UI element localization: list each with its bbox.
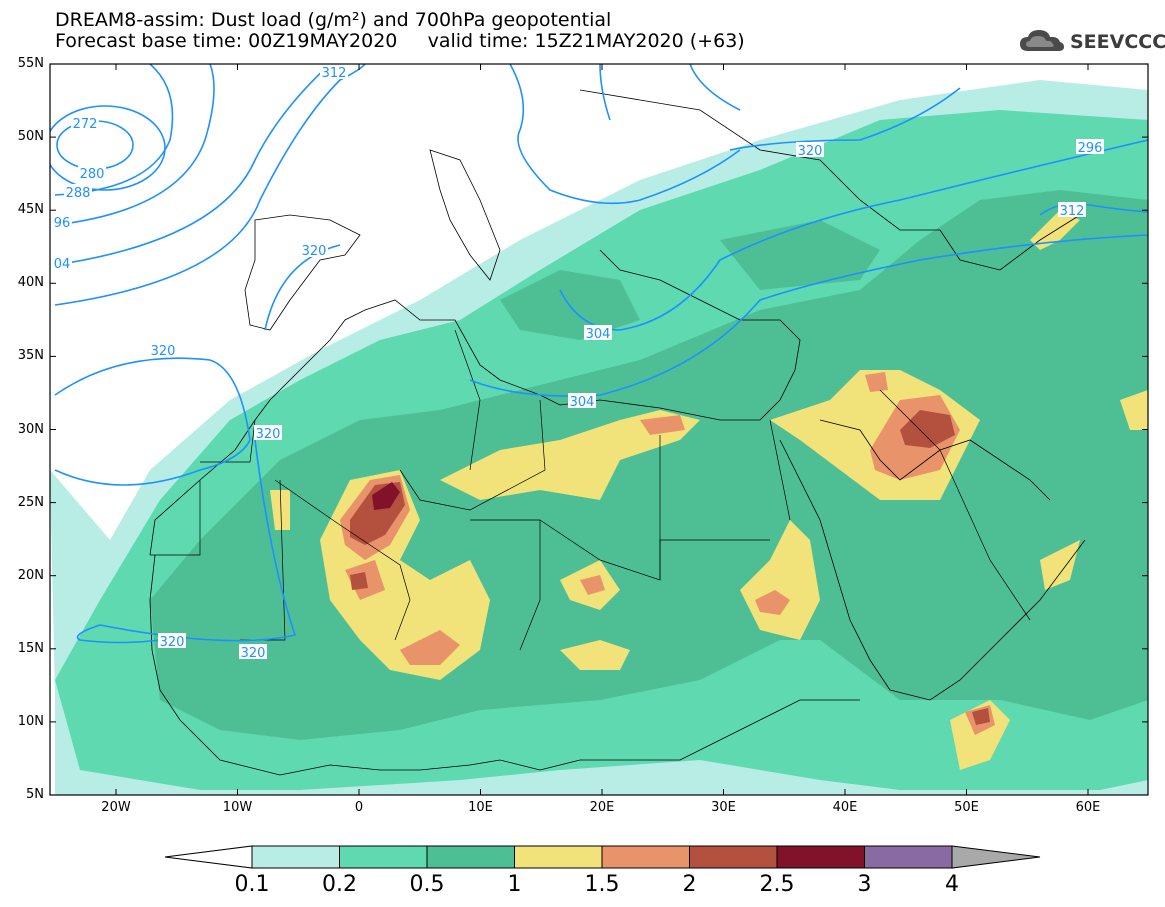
latitude-label: 25N bbox=[17, 494, 44, 510]
contour-label: 272 bbox=[73, 117, 98, 132]
longitude-label: 20E bbox=[589, 800, 615, 815]
latitude-label: 55N bbox=[17, 56, 44, 71]
dust-field-2.5 bbox=[372, 482, 400, 510]
longitude-label: 0 bbox=[354, 800, 364, 815]
contour-label-bg bbox=[78, 165, 106, 180]
contour-label-bg bbox=[1058, 202, 1086, 217]
contour-label: 320 bbox=[256, 427, 281, 442]
colorbar-label: 2 bbox=[682, 872, 697, 897]
longitude-label: 20W bbox=[101, 800, 131, 815]
latitude-label: 5N bbox=[26, 787, 44, 802]
latitude-label: 50N bbox=[17, 129, 44, 145]
longitude-label: 10E bbox=[468, 800, 493, 815]
contour-label: 04 bbox=[54, 257, 71, 272]
contour-label: 320 bbox=[151, 344, 176, 359]
contour-label: 280 bbox=[80, 167, 105, 182]
contour-label: 288 bbox=[66, 186, 91, 201]
colorbar-label: 2.5 bbox=[759, 872, 795, 897]
contour-label: 312 bbox=[322, 66, 347, 81]
colorbar-label: 1 bbox=[507, 872, 522, 897]
map-title: DREAM8-assim: Dust load (g/m²) and 700hP… bbox=[55, 9, 612, 31]
latitude-label: 20N bbox=[17, 567, 44, 583]
contour-label-bg bbox=[796, 142, 824, 157]
contour-label: 296 bbox=[1078, 141, 1103, 156]
colorbar-label: 0.1 bbox=[234, 872, 270, 897]
contour-label-bg bbox=[149, 342, 177, 357]
contour-label: 312 bbox=[1060, 204, 1085, 219]
longitude-label: 60E bbox=[1075, 800, 1101, 815]
contour-label: 320 bbox=[241, 646, 266, 661]
coastlines bbox=[149, 89, 1086, 776]
contour-label: 96 bbox=[54, 216, 71, 231]
logo-text: SEEVCCC bbox=[1070, 31, 1165, 53]
contour-label-bg bbox=[568, 393, 596, 408]
longitude-label: 40E bbox=[832, 800, 858, 815]
contour-label-bg bbox=[158, 633, 186, 648]
colorbar-label: 0.5 bbox=[409, 872, 445, 897]
contour-label: 304 bbox=[586, 327, 611, 342]
longitude-label: 30E bbox=[711, 800, 736, 815]
colorbar-label: 3 bbox=[857, 872, 872, 897]
contour-label: 320 bbox=[798, 144, 823, 159]
contour-label-bg bbox=[239, 644, 267, 659]
contour-label-bg bbox=[52, 255, 72, 270]
longitude-label: 10W bbox=[222, 800, 253, 815]
contour-label-bg bbox=[52, 214, 72, 229]
contour-label-bg bbox=[64, 184, 92, 199]
colorbar-label: 0.2 bbox=[322, 872, 357, 897]
contour-label: 304 bbox=[570, 395, 595, 410]
latitude-label: 45N bbox=[17, 202, 44, 218]
axis-ticks bbox=[50, 63, 1148, 796]
contour-label-bg bbox=[584, 325, 612, 340]
latitude-label: 10N bbox=[17, 713, 44, 729]
contour-label-bg bbox=[300, 242, 328, 257]
contour-label-bg bbox=[320, 64, 348, 79]
latitude-label: 40N bbox=[17, 275, 44, 291]
latitude-label: 30N bbox=[17, 421, 44, 437]
forecast-time-line: Forecast base time: 00Z19MAY2020 valid t… bbox=[55, 30, 745, 52]
latitude-label: 15N bbox=[17, 640, 44, 656]
contour-label-bg bbox=[254, 425, 282, 440]
longitude-label: 50E bbox=[954, 800, 979, 815]
contour-label-bg bbox=[1076, 139, 1104, 154]
cloud-icon bbox=[1020, 30, 1064, 51]
contour-label-bg bbox=[71, 115, 99, 130]
colorbar-label: 4 bbox=[945, 872, 959, 897]
contour-labels: 272 280 288 96 04 312 320 320 320 320 320 320 296 304… bbox=[52, 64, 1104, 661]
contour-label: 320 bbox=[302, 244, 327, 259]
latitude-label: 35N bbox=[17, 348, 44, 364]
colorbar-label: 1.5 bbox=[584, 872, 620, 897]
contour-label: 320 bbox=[160, 635, 185, 650]
